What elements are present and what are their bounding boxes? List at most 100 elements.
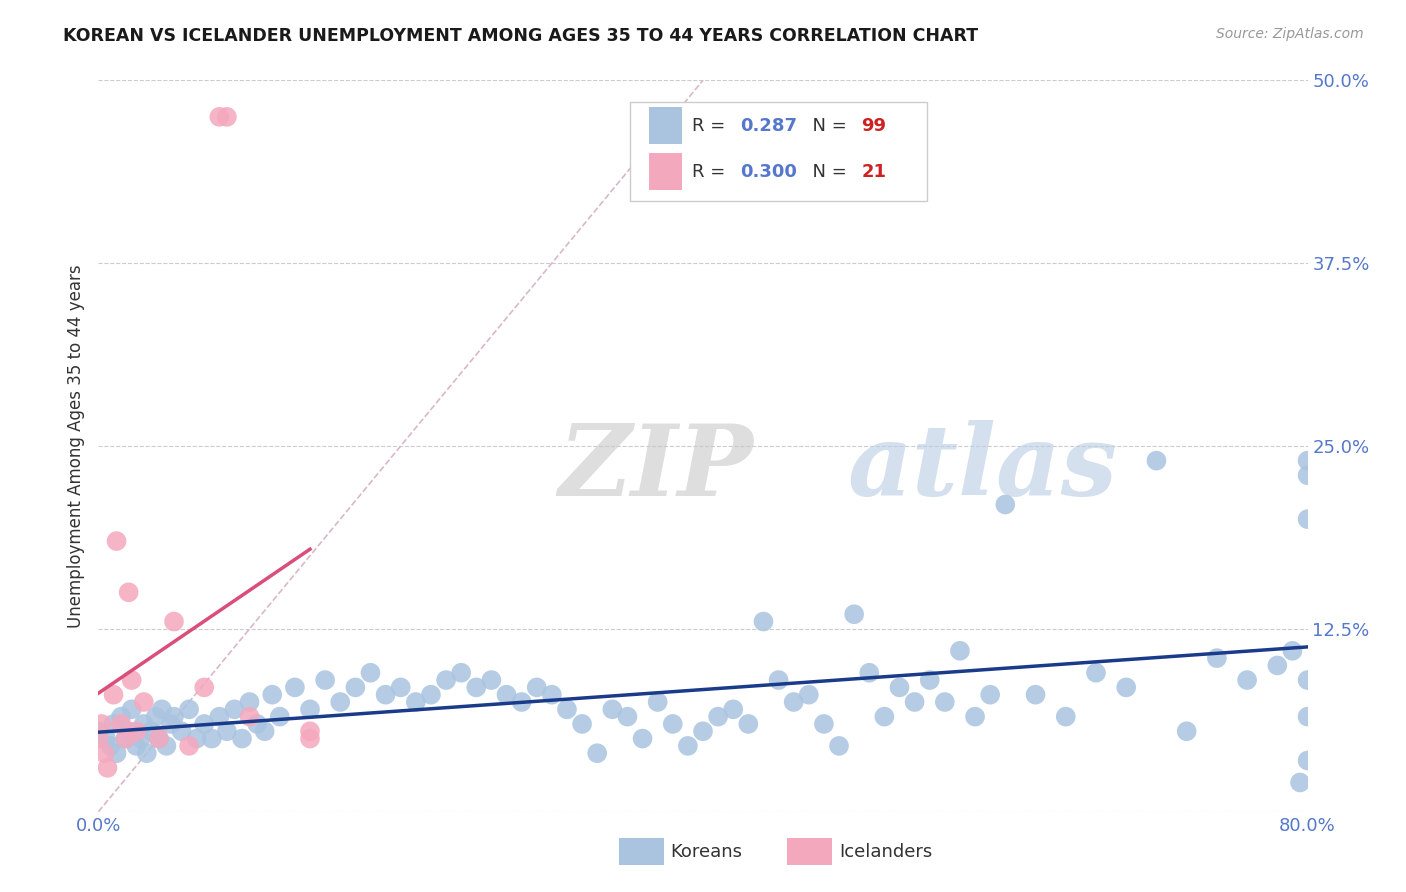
- Bar: [648, 153, 682, 190]
- Point: [405, 695, 427, 709]
- Point: [994, 498, 1017, 512]
- Point: [262, 688, 284, 702]
- Point: [374, 688, 396, 702]
- Point: [193, 681, 215, 695]
- Point: [253, 724, 276, 739]
- Point: [239, 695, 262, 709]
- Point: [918, 673, 941, 687]
- Point: [148, 731, 170, 746]
- Point: [979, 688, 1001, 702]
- Point: [329, 695, 352, 709]
- Point: [179, 739, 201, 753]
- Point: [132, 717, 155, 731]
- Point: [132, 695, 155, 709]
- Point: [114, 731, 136, 746]
- Text: Icelanders: Icelanders: [839, 843, 932, 861]
- Point: [1115, 681, 1137, 695]
- Point: [1085, 665, 1108, 680]
- Point: [1296, 468, 1319, 483]
- Point: [208, 110, 231, 124]
- Point: [87, 724, 110, 739]
- Point: [602, 702, 624, 716]
- Point: [96, 761, 118, 775]
- Point: [193, 717, 215, 731]
- Point: [1024, 688, 1046, 702]
- Point: [179, 702, 201, 716]
- Point: [145, 709, 167, 723]
- Point: [647, 695, 669, 709]
- Point: [1175, 724, 1198, 739]
- Point: [87, 731, 110, 746]
- Point: [465, 681, 488, 695]
- Point: [1281, 644, 1303, 658]
- Point: [186, 731, 208, 746]
- Point: [93, 746, 115, 760]
- Point: [110, 717, 132, 731]
- Text: N =: N =: [801, 117, 852, 135]
- Text: Source: ZipAtlas.com: Source: ZipAtlas.com: [1216, 27, 1364, 41]
- Point: [389, 681, 412, 695]
- Y-axis label: Unemployment Among Ages 35 to 44 years: Unemployment Among Ages 35 to 44 years: [66, 264, 84, 628]
- Point: [150, 702, 173, 716]
- Point: [299, 724, 322, 739]
- Point: [135, 746, 157, 760]
- Point: [828, 739, 851, 753]
- Point: [121, 702, 143, 716]
- Point: [481, 673, 503, 687]
- Point: [170, 724, 193, 739]
- Point: [94, 731, 117, 746]
- Point: [420, 688, 443, 702]
- Text: 21: 21: [862, 162, 886, 181]
- Point: [752, 615, 775, 629]
- Point: [344, 681, 367, 695]
- Point: [450, 665, 472, 680]
- Point: [105, 534, 128, 549]
- Point: [148, 731, 170, 746]
- Point: [813, 717, 835, 731]
- Point: [1289, 775, 1312, 789]
- Point: [1236, 673, 1258, 687]
- Point: [858, 665, 880, 680]
- Point: [434, 673, 457, 687]
- Text: 0.300: 0.300: [741, 162, 797, 181]
- Point: [495, 688, 517, 702]
- Point: [904, 695, 927, 709]
- Point: [201, 731, 224, 746]
- Text: ZIP: ZIP: [558, 420, 752, 516]
- Point: [934, 695, 956, 709]
- Point: [526, 681, 548, 695]
- Point: [1054, 709, 1077, 723]
- Point: [737, 717, 759, 731]
- Text: KOREAN VS ICELANDER UNEMPLOYMENT AMONG AGES 35 TO 44 YEARS CORRELATION CHART: KOREAN VS ICELANDER UNEMPLOYMENT AMONG A…: [63, 27, 979, 45]
- Point: [949, 644, 972, 658]
- Text: 99: 99: [862, 117, 886, 135]
- Point: [571, 717, 593, 731]
- Point: [141, 724, 163, 739]
- Point: [723, 702, 745, 716]
- Point: [616, 709, 638, 723]
- Point: [118, 724, 141, 739]
- Text: atlas: atlas: [848, 420, 1118, 516]
- Point: [103, 688, 125, 702]
- Text: N =: N =: [801, 162, 852, 181]
- Point: [555, 702, 578, 716]
- Point: [224, 702, 246, 716]
- Point: [1206, 651, 1229, 665]
- Point: [114, 731, 136, 746]
- Point: [100, 739, 122, 753]
- Point: [155, 739, 177, 753]
- Point: [246, 717, 269, 731]
- Point: [110, 709, 132, 723]
- Point: [510, 695, 533, 709]
- Point: [360, 665, 382, 680]
- Point: [889, 681, 911, 695]
- Point: [661, 717, 683, 731]
- Point: [121, 673, 143, 687]
- Point: [215, 110, 238, 124]
- Point: [873, 709, 896, 723]
- Point: [676, 739, 699, 753]
- Point: [125, 724, 148, 739]
- Point: [215, 724, 238, 739]
- FancyBboxPatch shape: [630, 103, 927, 201]
- Point: [160, 717, 183, 731]
